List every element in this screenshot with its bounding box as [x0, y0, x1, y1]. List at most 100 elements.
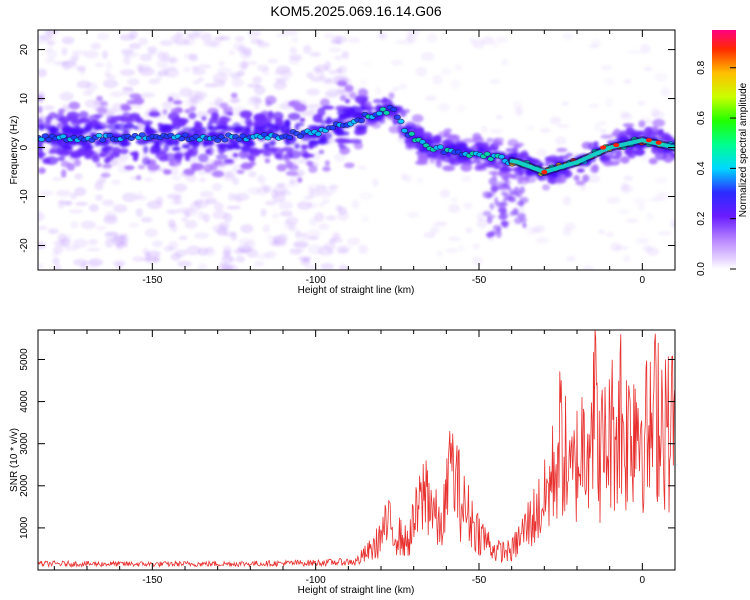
spectrogram-speckle [141, 92, 155, 98]
spectrogram-blob [322, 166, 331, 172]
spectrogram-blob [285, 170, 298, 177]
spectrogram-speckle [144, 228, 158, 238]
spectrogram-blob [325, 116, 333, 126]
spectrogram-blob [223, 158, 234, 164]
spectrogram-speckle [457, 244, 465, 253]
spectrogram-speckle [463, 202, 473, 210]
spectrogram-blob [513, 144, 522, 149]
spectrogram-speckle [324, 60, 332, 71]
spectrogram-speckle [162, 51, 170, 61]
spectrogram-blob [308, 165, 318, 173]
x-tick-label: -150 [142, 275, 162, 286]
spectrogram-speckle [623, 175, 634, 181]
spectrogram-blob [45, 156, 59, 165]
spectrogram-blob [300, 144, 309, 150]
spectrogram-speckle [322, 199, 330, 204]
spectrogram-speckle [88, 203, 99, 213]
spectrogram-blob [500, 191, 508, 196]
x-tick-label: 0 [640, 575, 646, 586]
spectrogram-blob [638, 120, 646, 128]
spectrogram-speckle [347, 37, 361, 44]
spectrogram-speckle [128, 222, 140, 228]
spectrogram-blob [218, 116, 232, 122]
spectrogram-speckle [337, 65, 348, 74]
spectrogram-speckle [562, 195, 572, 206]
spectrogram-blob [354, 94, 368, 104]
spectrogram-speckle [637, 203, 645, 211]
spectrogram-speckle [75, 201, 89, 207]
spectrogram-cell [329, 125, 337, 131]
spectrogram-blob [293, 103, 307, 113]
spectrogram-speckle [357, 165, 367, 170]
spectrogram-blob [106, 119, 116, 124]
spectrogram-speckle [170, 166, 179, 176]
spectrogram-blob [216, 142, 229, 149]
spectrogram-speckle [227, 192, 236, 201]
spectrogram-speckle [267, 58, 279, 64]
spectrogram-speckle [294, 230, 302, 239]
spectrogram-speckle [200, 32, 213, 42]
spectrogram-blob [58, 149, 70, 157]
spectrogram-speckle [359, 79, 367, 86]
spectrogram-speckle [282, 30, 299, 36]
spectrogram-speckle [211, 183, 223, 191]
spectrogram-blob [230, 92, 238, 98]
spectrogram-speckle [390, 59, 404, 66]
spectrogram-speckle [318, 201, 325, 208]
spectrogram-blob [102, 164, 112, 169]
spectrogram-speckle [400, 173, 408, 180]
y-tick-label: 2000 [19, 474, 30, 497]
spectrogram-blob [142, 156, 151, 166]
spectrogram-speckle [322, 80, 336, 86]
spectrogram-speckle [279, 210, 293, 217]
spectrogram-speckle [562, 32, 573, 41]
spectrogram-speckle [218, 60, 225, 67]
spectrogram-blob [174, 106, 183, 114]
spectrogram-image [38, 30, 675, 270]
spectrogram-speckle [598, 229, 606, 235]
spectrogram-speckle [273, 80, 287, 90]
snr-frame [37, 329, 676, 571]
spectrogram-speckle [237, 244, 252, 253]
spectrogram-speckle [185, 245, 202, 256]
spectrogram-blob [100, 172, 111, 178]
spectrogram-blob [84, 125, 93, 133]
spectrogram-blob [556, 147, 568, 153]
spectrogram-speckle [272, 213, 279, 219]
spectrogram-speckle [111, 102, 124, 113]
spectrogram-speckle [104, 71, 112, 77]
spectrogram-speckle [587, 174, 601, 183]
spectrogram-blob [239, 110, 253, 119]
spectrogram-blob [349, 92, 357, 100]
spectrogram-speckle [481, 36, 495, 45]
spectrogram-speckle [194, 232, 210, 240]
spectrogram-speckle [85, 81, 98, 92]
spectrogram-speckle [95, 225, 107, 232]
spectrogram-speckle [332, 232, 341, 240]
spectrogram-blob [575, 180, 586, 186]
spectrogram-blob [167, 96, 174, 103]
spectrogram-blob [119, 115, 130, 123]
spectrogram-cell [397, 118, 405, 124]
spectrogram-speckle [88, 258, 104, 267]
spectrogram-blob [120, 103, 131, 110]
spectrogram-speckle [645, 212, 654, 222]
spectrogram-blob [511, 175, 519, 180]
spectrogram-speckle [286, 181, 299, 188]
spectrogram-speckle [234, 196, 243, 203]
spectrogram-blob [240, 163, 253, 170]
spectrogram-speckle [264, 250, 277, 259]
spectrogram-hotspot [655, 140, 662, 145]
spectrogram-blob [449, 158, 461, 166]
spectrogram-speckle [372, 178, 379, 187]
spectrogram-blob [317, 107, 326, 117]
spectrogram-speckle [335, 205, 343, 212]
spectrogram-speckle [152, 240, 163, 248]
spectrogram-blob [417, 152, 428, 162]
spectrogram-speckle [379, 32, 388, 41]
spectrogram-speckle [309, 51, 321, 57]
spectrogram-blob [268, 140, 277, 147]
spectrogram-speckle [597, 121, 607, 126]
spectrogram-hotspot [645, 138, 652, 143]
spectrogram-speckle [38, 211, 45, 222]
